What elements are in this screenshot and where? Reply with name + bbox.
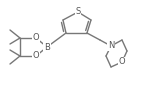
Text: B: B — [44, 42, 50, 51]
Text: O: O — [119, 58, 125, 67]
Text: N: N — [108, 41, 114, 50]
Text: O: O — [33, 51, 39, 60]
Text: S: S — [75, 7, 81, 16]
Text: O: O — [33, 33, 39, 42]
